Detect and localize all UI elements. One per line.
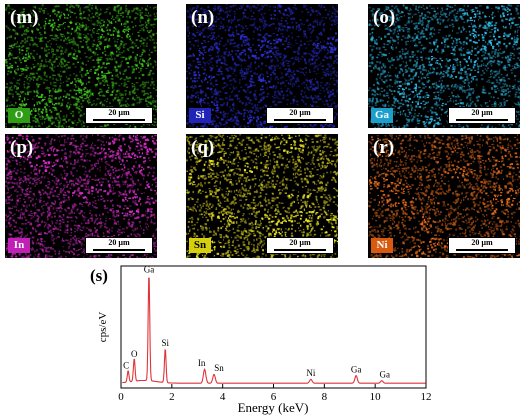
peak-label-Ga: Ga — [380, 370, 391, 380]
spectrum-line — [122, 277, 426, 384]
scale-bar: 20 µm — [448, 107, 516, 124]
map-panel-Sn: (q) Sn 20 µm — [186, 134, 338, 258]
y-axis-label: cps/eV — [97, 312, 109, 343]
x-axis-ticks: 0 2 4 6 8 10 12 — [118, 384, 432, 403]
map-panel-Si: (n) Si 20 µm — [186, 4, 338, 128]
eds-spectrum-chart: (s) cps/eV Energy (keV) 0 2 4 6 8 10 12 CO Ga Si… — [90, 264, 432, 415]
map-image-O — [5, 4, 157, 128]
scale-bar-line — [456, 119, 508, 121]
scale-bar-label: 20 µm — [289, 108, 311, 117]
scale-bar-line — [274, 249, 326, 251]
scale-bar-line — [274, 119, 326, 121]
x-tick-label: 2 — [169, 391, 175, 403]
panel-label: (o) — [373, 7, 396, 28]
peak-labels: CO Ga Si In Sn Ni Ga Ga — [123, 264, 390, 379]
element-badge: Ni — [371, 238, 393, 253]
element-badge: O — [8, 108, 30, 123]
panel-label: (r) — [373, 137, 395, 158]
map-panel-O: (m) O 20 µm — [5, 4, 157, 128]
map-panel-In: (p) In 20 µm — [5, 134, 157, 258]
scale-bar: 20 µm — [448, 237, 516, 254]
scale-bar: 20 µm — [85, 237, 153, 254]
panel-label: (m) — [10, 7, 39, 28]
x-tick-label: 0 — [118, 391, 124, 403]
spectrum-panel-label: (s) — [90, 266, 108, 285]
scale-bar-label: 20 µm — [289, 238, 311, 247]
peak-label-Ga: Ga — [144, 264, 155, 274]
scale-bar: 20 µm — [266, 237, 334, 254]
peak-label-Ga: Ga — [351, 364, 362, 374]
map-panel-Ga: (o) Ga 20 µm — [368, 4, 520, 128]
x-tick-label: 10 — [370, 391, 382, 403]
element-badge: Sn — [189, 238, 211, 253]
peak-label-Ni: Ni — [306, 368, 315, 378]
element-badge: In — [8, 238, 30, 253]
x-tick-label: 12 — [421, 391, 432, 403]
scale-bar-label: 20 µm — [108, 108, 130, 117]
x-tick-label: 8 — [322, 391, 328, 403]
x-tick-label: 4 — [220, 391, 226, 403]
panel-label: (p) — [10, 137, 34, 158]
peak-label-O: O — [131, 349, 138, 359]
x-tick-label: 6 — [271, 391, 277, 403]
peak-label-C: C — [123, 361, 129, 371]
scale-bar-label: 20 µm — [471, 108, 493, 117]
scale-bar-label: 20 µm — [108, 238, 130, 247]
peak-label-Sn: Sn — [214, 363, 224, 373]
element-badge: Ga — [371, 108, 393, 123]
scale-bar-line — [93, 249, 145, 251]
scale-bar-line — [93, 119, 145, 121]
scale-bar: 20 µm — [266, 107, 334, 124]
map-image-Sn — [186, 134, 338, 258]
panel-label: (q) — [191, 137, 215, 158]
element-badge: Si — [189, 108, 211, 123]
peak-label-In: In — [198, 358, 206, 368]
panel-label: (n) — [191, 7, 215, 28]
scale-bar: 20 µm — [85, 107, 153, 124]
scale-bar-line — [456, 249, 508, 251]
x-axis-label: Energy (keV) — [238, 400, 309, 415]
peak-label-Si: Si — [161, 338, 169, 348]
map-panel-Ni: (r) Ni 20 µm — [368, 134, 520, 258]
scale-bar-label: 20 µm — [471, 238, 493, 247]
